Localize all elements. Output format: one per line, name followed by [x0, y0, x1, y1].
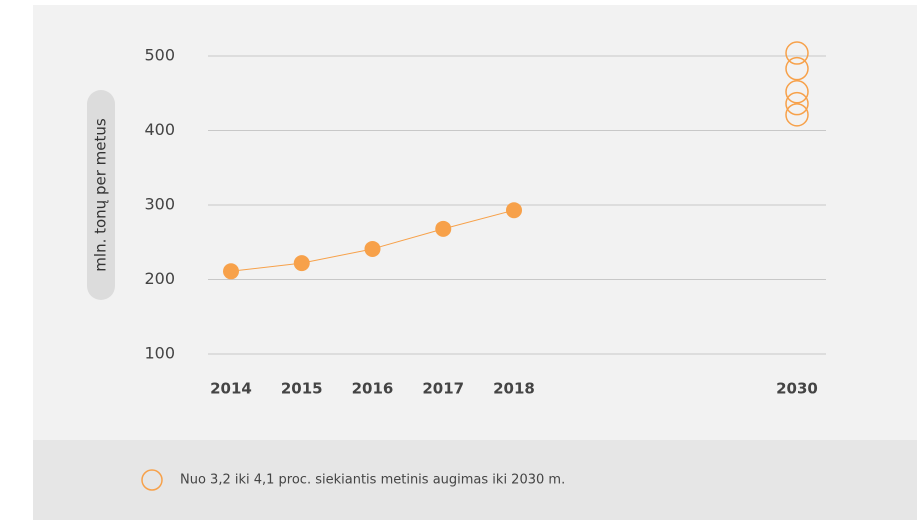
legend-symbol — [141, 469, 163, 491]
legend-panel — [33, 440, 917, 520]
point — [435, 220, 452, 237]
projection-point — [785, 91, 809, 116]
x-tick-label: 2015 — [281, 380, 323, 398]
x-tick-label: 2018 — [493, 380, 535, 398]
x-tick-label: 2017 — [422, 380, 464, 398]
projection-point — [785, 80, 809, 104]
legend-label: Nuo 3,2 iki 4,1 proc. siekiantis metinis… — [180, 473, 565, 488]
y-tick-label: 300 — [144, 195, 175, 214]
point — [364, 240, 381, 257]
y-axis-label: mln. tonų per metus — [92, 118, 110, 272]
x-tick-label: 2016 — [352, 380, 394, 398]
point — [293, 255, 310, 272]
y-tick-label: 100 — [144, 344, 175, 363]
projection-point — [785, 103, 809, 127]
point — [506, 202, 522, 219]
projection-point — [785, 56, 809, 81]
x-tick-label: 2030 — [776, 380, 818, 398]
y-tick-label: 200 — [144, 269, 175, 288]
point — [223, 263, 239, 280]
plot-panel — [33, 5, 917, 440]
x-tick-label: 2014 — [210, 380, 252, 398]
y-tick-label: 500 — [144, 46, 175, 65]
y-tick-label: 400 — [144, 120, 175, 139]
y-label-pill — [87, 90, 115, 300]
projection-point — [785, 41, 809, 65]
